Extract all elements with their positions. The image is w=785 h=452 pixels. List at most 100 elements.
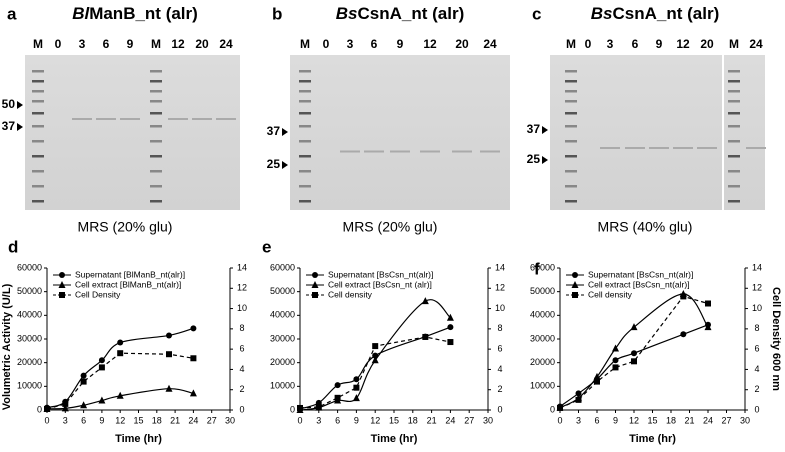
gel (290, 55, 510, 210)
ladder-band (32, 80, 44, 83)
ladder-band (565, 140, 577, 143)
lane-label: 9 (656, 37, 663, 51)
x-tick-label: 6 (335, 415, 340, 425)
x-tick-label: 15 (389, 415, 399, 425)
ladder-band (565, 170, 577, 173)
gel-title-rest: ManB_nt (alr) (89, 4, 198, 23)
x-tick-label: 27 (721, 415, 731, 425)
point (372, 343, 379, 350)
x-tick-label: 9 (354, 415, 359, 425)
point (447, 339, 454, 346)
x-tick-label: 30 (483, 415, 493, 425)
lane-label: 3 (607, 37, 614, 51)
panel-letter: a (7, 4, 17, 23)
gel-medium: MRS (20% glu) (78, 219, 173, 235)
protein-band (168, 118, 188, 120)
protein-band (600, 147, 620, 149)
lane-label: 20 (700, 37, 714, 51)
point (62, 400, 69, 407)
y-tick-label: 60000 (530, 262, 555, 272)
ladder-band (728, 70, 740, 73)
gel-title: BsCsnA_nt (alr) (336, 4, 464, 23)
y2-tick-label: 10 (237, 303, 247, 313)
protein-band (452, 150, 472, 153)
y-tick-label: 10000 (530, 381, 555, 391)
y2-tick-label: 4 (497, 364, 502, 374)
ladder-band (728, 200, 740, 203)
lane-label: 12 (676, 37, 690, 51)
y2-tick-label: 2 (239, 384, 244, 394)
point (334, 382, 341, 389)
point (594, 378, 600, 385)
gel-title: BsCsnA_nt (alr) (591, 4, 719, 23)
point (352, 394, 360, 402)
point (612, 344, 619, 352)
panel-letter: f (534, 259, 540, 278)
point (631, 350, 637, 357)
point (422, 333, 429, 340)
y-tick-label: 0 (550, 404, 555, 414)
y-tick-label: 10000 (270, 381, 295, 391)
point (371, 356, 379, 364)
y-tick-label: 50000 (530, 286, 555, 296)
lane-label: 0 (55, 37, 62, 51)
ladder-band (728, 80, 740, 83)
protein-band (746, 147, 766, 149)
x-tick-label: 21 (427, 415, 437, 425)
x-tick-label: 6 (594, 415, 599, 425)
lane-label: 0 (585, 37, 592, 51)
ladder-band (728, 100, 740, 103)
legend-label: Cell extract [BlManB_nt(alr)] (75, 279, 181, 289)
ladder-band (299, 112, 311, 115)
point (165, 384, 173, 392)
protein-band (420, 150, 440, 153)
marker-arrow (17, 101, 23, 109)
marker-label: 37 (267, 124, 281, 138)
y-tick-label: 60000 (270, 262, 295, 272)
protein-band (625, 147, 645, 149)
gel-title-rest: CsnA_nt (alr) (358, 4, 465, 23)
x-tick-label: 24 (188, 415, 198, 425)
ladder-band (32, 185, 44, 188)
lane-label: 0 (323, 37, 330, 51)
ladder-band (728, 90, 740, 93)
protein-band (673, 147, 693, 149)
protein-band (697, 147, 717, 149)
x-tick-label: 3 (316, 415, 321, 425)
ladder-band (299, 125, 311, 128)
x-tick-label: 18 (152, 415, 162, 425)
lane-label: 20 (455, 37, 469, 51)
panel-letter: e (262, 237, 271, 256)
x-tick-label: 30 (225, 415, 235, 425)
ladder-band (299, 155, 311, 158)
y-tick-label: 50000 (270, 286, 295, 296)
lane-label: 24 (749, 37, 763, 51)
point (680, 331, 687, 338)
point (166, 332, 172, 339)
point (575, 390, 582, 397)
protein-band (96, 118, 116, 120)
ladder-band (32, 170, 44, 173)
point (117, 350, 124, 357)
ladder-band (150, 112, 162, 115)
panel-letter: b (272, 4, 282, 23)
protein-band (192, 118, 212, 120)
point (315, 403, 322, 410)
lane-label: 3 (79, 37, 86, 51)
x-tick-label: 0 (557, 415, 562, 425)
gel-title-italic: Bs (591, 4, 613, 23)
ladder-band (150, 90, 162, 93)
y2-tick-label: 4 (754, 364, 759, 374)
y-tick-label: 0 (37, 404, 42, 414)
ladder-band (150, 185, 162, 188)
x-tick-label: 24 (703, 415, 713, 425)
ladder-band (728, 112, 740, 115)
point (557, 404, 563, 411)
point (705, 300, 711, 307)
y-axis-label: Volumetric Activity (U/L) (1, 283, 13, 410)
x-tick-label: 0 (297, 415, 302, 425)
lane-label: M (151, 37, 161, 51)
y-tick-label: 20000 (530, 357, 555, 367)
legend-marker (59, 272, 65, 278)
ladder-band (32, 155, 44, 158)
